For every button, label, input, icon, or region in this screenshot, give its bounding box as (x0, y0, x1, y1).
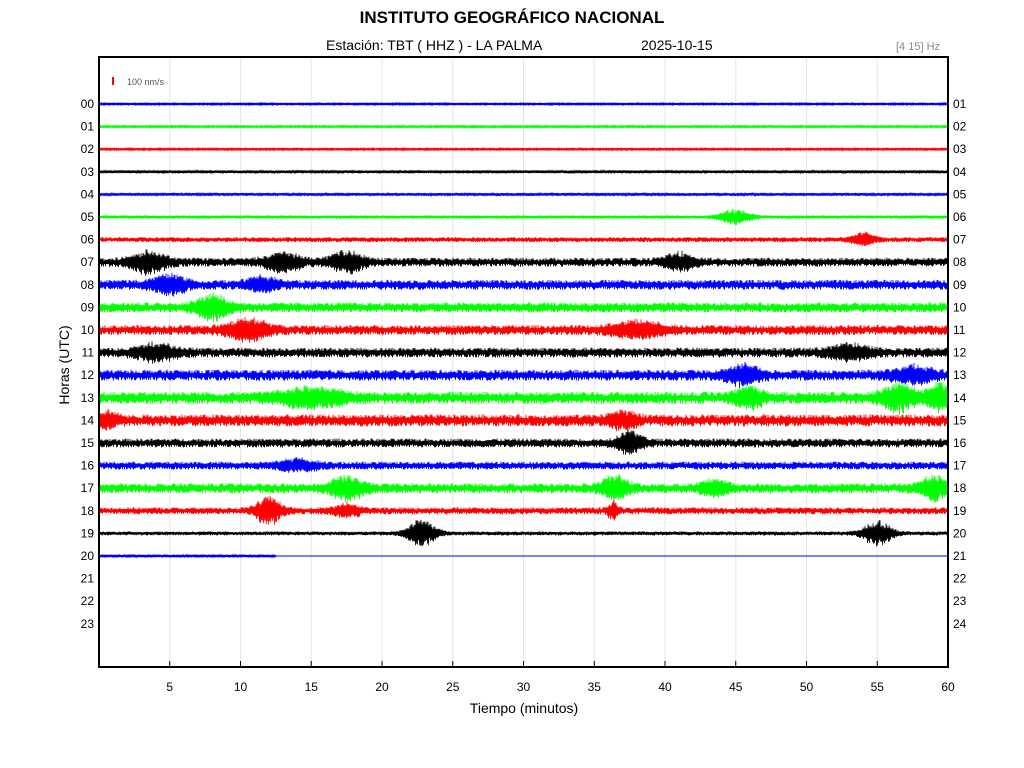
x-tick-label: 60 (941, 680, 955, 694)
hour-label-left: 20 (81, 549, 95, 563)
hour-label-left: 19 (81, 526, 95, 540)
hour-label-left: 02 (81, 142, 95, 156)
trace-group (99, 101, 949, 559)
hour-label-left: 18 (81, 504, 95, 518)
hour-label-right: 03 (953, 142, 967, 156)
hour-label-left: 16 (81, 459, 95, 473)
hour-label-left: 17 (81, 481, 95, 495)
hour-label-right: 24 (953, 617, 967, 631)
amplitude-scale: 100 nm/s (112, 77, 165, 87)
hour-label-right: 08 (953, 255, 967, 269)
hour-label-right: 19 (953, 504, 967, 518)
chart-title: INSTITUTO GEOGRÁFICO NACIONAL (359, 8, 665, 27)
hour-label-left: 00 (81, 97, 95, 111)
hour-label-left: 13 (81, 391, 95, 405)
x-tick-label: 15 (305, 680, 319, 694)
hour-label-right: 04 (953, 165, 967, 179)
hour-label-left: 14 (81, 413, 95, 427)
hour-label-right: 23 (953, 594, 967, 608)
x-tick-label: 10 (234, 680, 248, 694)
hour-label-left: 21 (81, 572, 95, 586)
x-tick-label: 30 (517, 680, 531, 694)
x-tick-label: 5 (166, 680, 173, 694)
plot-frame (98, 56, 949, 668)
hour-label-left: 22 (81, 594, 95, 608)
right-hour-labels: 01 02 03 04 05 06 07 08 09 10 11 12 13 14 15 16 17 18 19 20… (953, 97, 967, 631)
hour-label-right: 18 (953, 481, 967, 495)
hour-label-left: 23 (81, 617, 95, 631)
hour-label-left: 11 (82, 346, 95, 360)
x-tick-label: 50 (800, 680, 814, 694)
scale-bar (112, 77, 114, 85)
hour-label-left: 06 (81, 233, 95, 247)
x-tick-labels: 5 10 15 20 25 30 35 40 45 50 55 60 (166, 661, 955, 694)
hour-label-right: 02 (953, 120, 967, 134)
x-tick-label: 55 (871, 680, 885, 694)
hour-label-left: 04 (81, 187, 95, 201)
hour-label-right: 16 (953, 436, 967, 450)
hour-label-right: 07 (953, 233, 967, 247)
hour-label-left: 08 (81, 278, 95, 292)
hour-label-right: 09 (953, 278, 967, 292)
hour-label-right: 17 (953, 459, 967, 473)
x-tick-label: 35 (588, 680, 602, 694)
hour-label-right: 14 (953, 391, 967, 405)
hour-label-right: 01 (953, 97, 967, 111)
station-label: Estación: TBT ( HHZ ) - LA PALMA (326, 37, 543, 53)
hour-label-left: 12 (81, 368, 95, 382)
hour-label-right: 20 (953, 526, 967, 540)
date-label: 2025-10-15 (641, 37, 713, 53)
trace-hour-10 (99, 317, 949, 344)
hour-label-right: 12 (953, 346, 967, 360)
hour-label-left: 07 (81, 255, 95, 269)
hour-label-right: 06 (953, 210, 967, 224)
hour-label-left: 09 (81, 300, 95, 314)
x-tick-label: 40 (658, 680, 672, 694)
x-tick-label: 25 (446, 680, 460, 694)
hour-label-left: 05 (81, 210, 95, 224)
hour-label-left: 10 (81, 323, 95, 337)
hour-label-right: 10 (953, 300, 967, 314)
hour-label-right: 13 (953, 368, 967, 382)
vertical-grid (169, 57, 878, 667)
hour-label-right: 11 (953, 323, 966, 337)
x-tick-label: 45 (729, 680, 743, 694)
hour-label-left: 01 (81, 120, 95, 134)
hour-label-left: 15 (81, 436, 95, 450)
scale-label: 100 nm/s (127, 77, 165, 87)
filter-band-label: [4 15] Hz (896, 41, 941, 53)
hour-label-left: 03 (81, 165, 95, 179)
x-tick-label: 20 (375, 680, 389, 694)
trace-hour-13 (99, 380, 949, 415)
hour-label-right: 22 (953, 572, 967, 586)
hour-label-right: 21 (953, 549, 967, 563)
x-axis-label: Tiempo (minutos) (469, 700, 579, 716)
hour-label-right: 05 (953, 187, 967, 201)
hour-label-right: 15 (953, 413, 967, 427)
left-hour-labels: 00 01 02 03 04 05 06 07 08 09 10 11 12 13 14 15 16 17 18 19… (81, 97, 95, 631)
